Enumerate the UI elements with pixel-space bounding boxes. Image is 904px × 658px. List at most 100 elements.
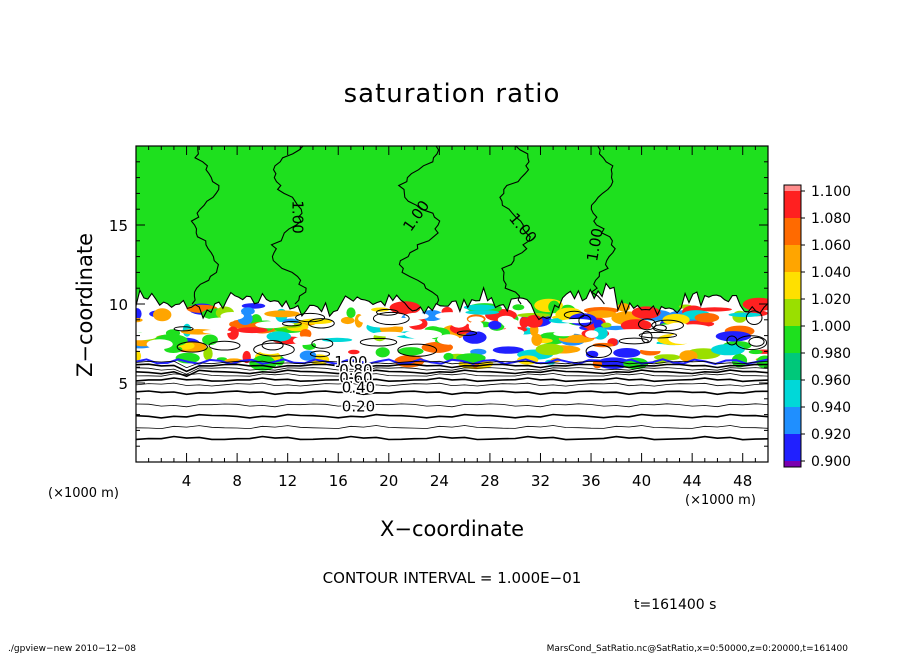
contour-blob — [309, 350, 331, 358]
cloud-core — [293, 336, 316, 346]
cloud-core — [372, 331, 406, 337]
plot-area — [136, 146, 768, 441]
x-unit-left: (×1000 m) — [48, 486, 119, 501]
cloud-core — [202, 329, 232, 334]
colorbar-band — [784, 353, 801, 380]
cloud-core — [257, 344, 283, 355]
cloud-patch — [153, 308, 172, 322]
contour-line-lower — [136, 367, 768, 375]
x-unit-right: (×1000 m) — [685, 493, 756, 508]
contour-label: 1.00 — [289, 200, 307, 233]
contour-blob — [652, 324, 667, 332]
contour-line-lower — [136, 377, 768, 383]
footer-left: ./gpview−new 2010−12−08 — [8, 644, 136, 654]
contour-blob — [253, 342, 295, 357]
colorbar-label: 1.100 — [811, 184, 851, 200]
cloud-patch — [488, 320, 502, 330]
contour-lines — [136, 146, 768, 441]
contour-blob — [638, 318, 657, 331]
colorbar-band — [784, 380, 801, 407]
contour-blob — [726, 335, 738, 346]
x-tick-label: 48 — [733, 472, 752, 490]
x-tick-label: 24 — [430, 472, 449, 490]
colorbar-label: 1.000 — [811, 319, 851, 335]
cloud-patch — [227, 326, 239, 340]
contour-blob — [176, 341, 208, 353]
x-tick-label: 20 — [379, 472, 398, 490]
contour-line-lower — [136, 425, 768, 430]
cloud-patch — [463, 304, 496, 311]
cloud-core — [404, 329, 442, 339]
contour-blob — [359, 337, 398, 347]
contour-line-lower — [136, 382, 768, 387]
colorbar-band — [784, 218, 801, 245]
contour-blob — [563, 310, 585, 319]
cloud-patches — [136, 297, 768, 371]
colorbar-band — [784, 326, 801, 353]
cloud-patch — [728, 312, 762, 318]
contour-blob — [397, 343, 438, 357]
contour-blob — [372, 311, 410, 326]
x-tick-label: 12 — [278, 472, 297, 490]
x-tick-label: 36 — [581, 472, 600, 490]
x-tick-label: 8 — [232, 472, 242, 490]
cloud-patch — [631, 306, 661, 319]
contour-blob — [456, 330, 477, 336]
cloud-patch — [136, 350, 142, 362]
contour-blob — [748, 336, 765, 347]
cloud-core — [207, 317, 235, 323]
cloud-patch — [266, 331, 292, 342]
x-tick-label: 40 — [632, 472, 651, 490]
cloud-core — [505, 324, 518, 334]
x-tick-label: 28 — [480, 472, 499, 490]
cloud-core — [638, 328, 659, 339]
x-axis-label: X−coordinate — [380, 517, 524, 541]
colorbar-label: 0.900 — [811, 454, 851, 470]
cloud-core — [136, 332, 157, 341]
x-tick-label: 4 — [182, 472, 192, 490]
cloud-core — [450, 316, 468, 328]
x-tick-label: 32 — [531, 472, 550, 490]
cloud-patch — [531, 333, 543, 346]
contour-line-upper — [190, 146, 220, 305]
cloud-patch — [742, 297, 768, 311]
contour-line-lower — [136, 363, 768, 373]
contour-blob — [618, 337, 649, 345]
x-tick-label: 16 — [329, 472, 348, 490]
contour-line-lower — [136, 360, 768, 369]
cloud-patch — [264, 310, 300, 318]
y-axis-label: Z−coordinate — [73, 233, 97, 377]
colorbar-label: 1.060 — [811, 238, 851, 254]
cloud-patch — [601, 322, 612, 328]
cloud-patch — [136, 308, 142, 320]
contour-blob — [585, 344, 612, 359]
colorbar-band — [784, 407, 801, 434]
cloud-patch — [525, 315, 543, 328]
contour-line-lower — [136, 413, 768, 419]
cloud-patch — [613, 348, 641, 358]
y-tick-label: 5 — [118, 375, 128, 393]
contour-line-cloud-top — [136, 282, 768, 321]
colorbar: 1.100 1.080 1.060 1.040 1.020 1.000 0.980 0.960… — [783, 184, 851, 470]
colorbar-band — [784, 191, 801, 218]
cloud-patch — [299, 329, 312, 339]
contour-blob — [307, 318, 335, 329]
x-tick-label: 44 — [683, 472, 702, 490]
cloud-core — [468, 316, 484, 323]
contour-line-lower — [136, 373, 768, 377]
cloud-patch — [397, 347, 424, 356]
contour-blob — [651, 319, 684, 331]
colorbar-label: 1.040 — [811, 265, 851, 281]
cloud-patch — [711, 344, 745, 356]
cloud-patch — [662, 313, 690, 326]
colorbar-label: 1.080 — [811, 211, 851, 227]
cloud-patch — [492, 346, 524, 354]
cloud-patch — [462, 331, 487, 344]
cloud-core — [585, 330, 599, 338]
contour-line-lower — [136, 369, 768, 378]
contour-label: 1.00 — [334, 353, 367, 371]
cloud-base-band — [136, 358, 768, 366]
contour-blob — [578, 314, 592, 327]
